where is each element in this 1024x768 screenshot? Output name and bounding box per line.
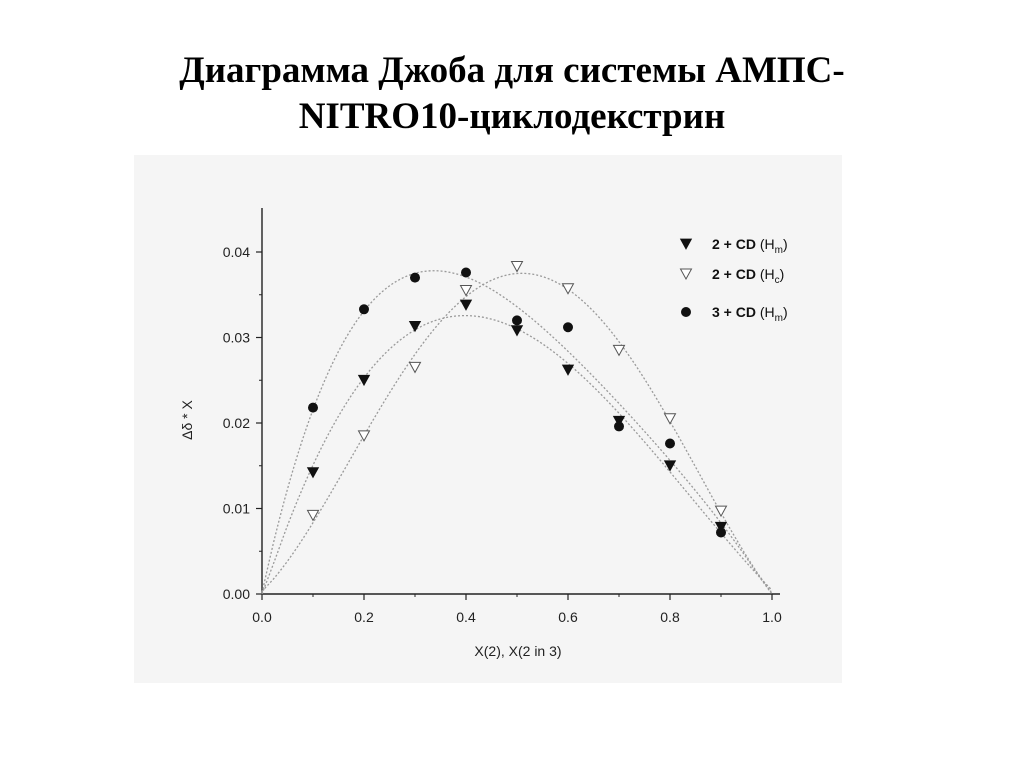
data-point-series-3 [614,421,624,432]
x-tick-label: 0.2 [354,609,374,625]
legend-label-1: 2 + CD (Hm) [712,236,788,256]
data-point-series-2 [459,284,473,297]
y-axis-label: Δδ * X [179,399,195,439]
y-tick-label: 0.00 [223,586,250,602]
data-point-series-1 [306,467,320,479]
chart-panel [134,155,842,683]
data-point-series-1 [408,320,422,333]
slide-title: Диаграмма Джоба для системы АМПС- NITRO1… [0,48,1024,140]
data-point-series-3 [665,438,675,449]
data-point-series-1 [612,415,626,428]
data-point-series-1 [663,460,677,472]
data-point-series-3 [461,267,471,278]
data-point-series-2 [510,261,524,273]
data-point-series-1 [561,364,575,376]
y-tick-label: 0.04 [223,244,250,260]
data-point-series-2 [408,361,422,374]
y-tick-label: 0.03 [223,330,250,346]
fit-curve-series-3 [261,270,773,595]
data-point-series-3 [512,315,522,326]
data-point-series-3 [308,402,318,413]
data-point-series-1 [459,299,473,311]
fit-curve-series-1 [261,314,773,595]
x-tick-label: 0.6 [558,609,578,625]
x-tick-label: 0.4 [456,609,476,625]
legend-label-base: 3 + CD [712,304,760,320]
data-point-series-2 [663,413,677,425]
legend-label-base: 2 + CD [712,266,760,282]
slide-title-line-1: Диаграмма Джоба для системы АМПС- [179,50,845,91]
slide-title-line-2: NITRO10-циклодекстрин [298,96,726,137]
legend-label-3: 3 + CD (Hm) [712,304,788,324]
x-tick-label: 0.8 [660,609,680,625]
fit-curve-series-2 [261,272,773,594]
y-tick-label: 0.02 [223,415,250,431]
data-point-series-3 [716,527,726,538]
x-tick-label: 1.0 [762,609,782,625]
legend: 2 + CD (Hm) 2 + CD (Hc) 3 + CD (Hm) [679,236,788,324]
data-point-series-1 [510,325,524,337]
x-axis-label: X(2), X(2 in 3) [474,643,561,659]
data-point-series-1 [714,521,728,534]
data-point-series-3 [359,304,369,315]
data-point-series-3 [563,322,573,333]
y-tick-label: 0.01 [223,501,250,517]
data-point-series-2 [357,430,371,442]
data-point-series-2 [561,283,575,295]
data-point-series-1 [357,374,371,387]
legend-marker-2 [679,268,693,281]
data-points [306,261,728,538]
legend-marker-3 [681,307,691,317]
data-point-series-3 [410,272,420,283]
axes [261,208,780,595]
legend-label-2: 2 + CD (Hc) [712,266,784,286]
data-point-series-2 [612,344,626,357]
legend-marker-1 [679,238,693,250]
legend-label-base: 2 + CD [712,236,760,252]
axis-ticks: 0.0 0.2 0.4 0.6 0.8 1.0 0.00 0.01 0.02 0.03 0.04 [223,244,782,625]
data-point-series-2 [306,509,320,522]
x-tick-label: 0.0 [252,609,272,625]
data-point-series-2 [714,505,728,518]
